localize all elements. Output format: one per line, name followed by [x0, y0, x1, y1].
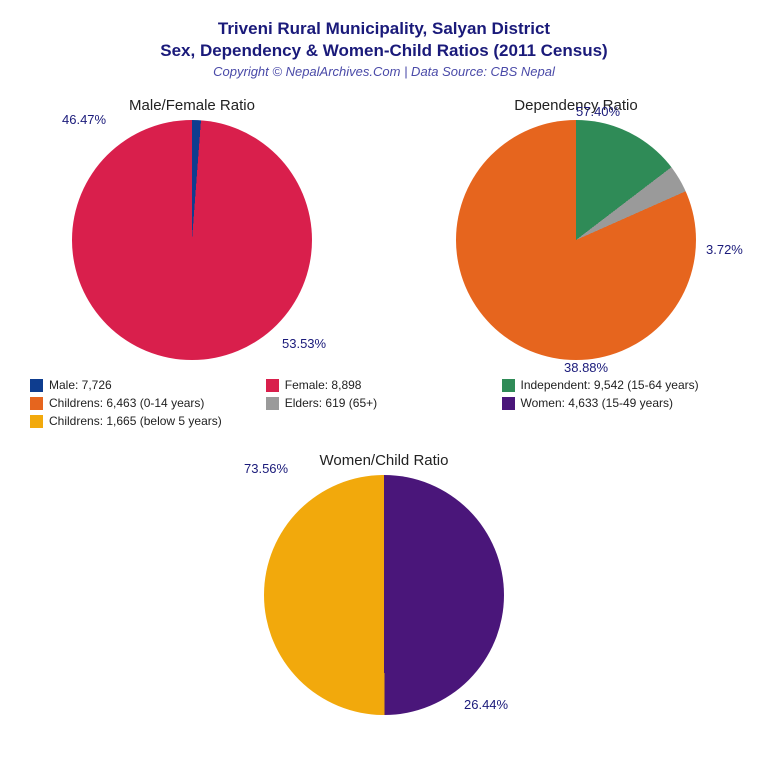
- legend: Male: 7,726 Female: 8,898 Independent: 9,5…: [30, 378, 738, 432]
- pie-dep: [456, 120, 696, 360]
- bottom-chart-row: Women/Child Ratio 73.56% 26.44%: [0, 452, 768, 715]
- legend-item: Independent: 9,542 (15-64 years): [502, 378, 738, 392]
- page-title: Triveni Rural Municipality, Salyan Distr…: [0, 18, 768, 62]
- slice-label-women: 73.56%: [244, 461, 288, 476]
- slice-label-children: 38.88%: [564, 360, 608, 375]
- legend-item: Women: 4,633 (15-49 years): [502, 396, 738, 410]
- slice-label-female: 53.53%: [282, 336, 326, 351]
- title-line-2: Sex, Dependency & Women-Child Ratios (20…: [160, 41, 607, 60]
- slice-label-independent: 57.40%: [576, 104, 620, 119]
- title-line-1: Triveni Rural Municipality, Salyan Distr…: [218, 19, 550, 38]
- legend-text: Female: 8,898: [285, 378, 362, 392]
- pie-wrap-mf: 46.47% 53.53%: [72, 120, 312, 360]
- legend-swatch: [502, 379, 515, 392]
- legend-item: Male: 7,726: [30, 378, 266, 392]
- legend-text: Male: 7,726: [49, 378, 112, 392]
- slice-label-elders: 3.72%: [706, 242, 743, 257]
- dependency-chart: Dependency Ratio 57.40% 3.72% 38.88%: [396, 97, 756, 360]
- slice-label-male: 46.47%: [62, 112, 106, 127]
- pie-wc: [264, 475, 504, 715]
- legend-item: Childrens: 1,665 (below 5 years): [30, 414, 266, 428]
- legend-text: Women: 4,633 (15-49 years): [521, 396, 674, 410]
- legend-item: Elders: 619 (65+): [266, 396, 502, 410]
- legend-text: Elders: 619 (65+): [285, 396, 377, 410]
- legend-item: Childrens: 6,463 (0-14 years): [30, 396, 266, 410]
- pie-wrap-dep: 57.40% 3.72% 38.88%: [456, 120, 696, 360]
- legend-swatch: [30, 397, 43, 410]
- legend-swatch: [30, 415, 43, 428]
- header: Triveni Rural Municipality, Salyan Distr…: [0, 0, 768, 79]
- legend-item: Female: 8,898: [266, 378, 502, 392]
- legend-swatch: [266, 397, 279, 410]
- legend-text: Childrens: 6,463 (0-14 years): [49, 396, 204, 410]
- women-child-chart: Women/Child Ratio 73.56% 26.44%: [204, 452, 564, 715]
- page-subtitle: Copyright © NepalArchives.Com | Data Sou…: [0, 64, 768, 79]
- top-chart-row: Male/Female Ratio 46.47% 53.53% Dependen…: [0, 97, 768, 360]
- male-female-chart: Male/Female Ratio 46.47% 53.53%: [12, 97, 372, 360]
- legend-swatch: [30, 379, 43, 392]
- pie-wrap-wc: 73.56% 26.44%: [264, 475, 504, 715]
- legend-text: Independent: 9,542 (15-64 years): [521, 378, 699, 392]
- pie-mf: [72, 120, 312, 360]
- legend-swatch: [266, 379, 279, 392]
- legend-text: Childrens: 1,665 (below 5 years): [49, 414, 222, 428]
- slice-label-children-u5: 26.44%: [464, 697, 508, 712]
- legend-swatch: [502, 397, 515, 410]
